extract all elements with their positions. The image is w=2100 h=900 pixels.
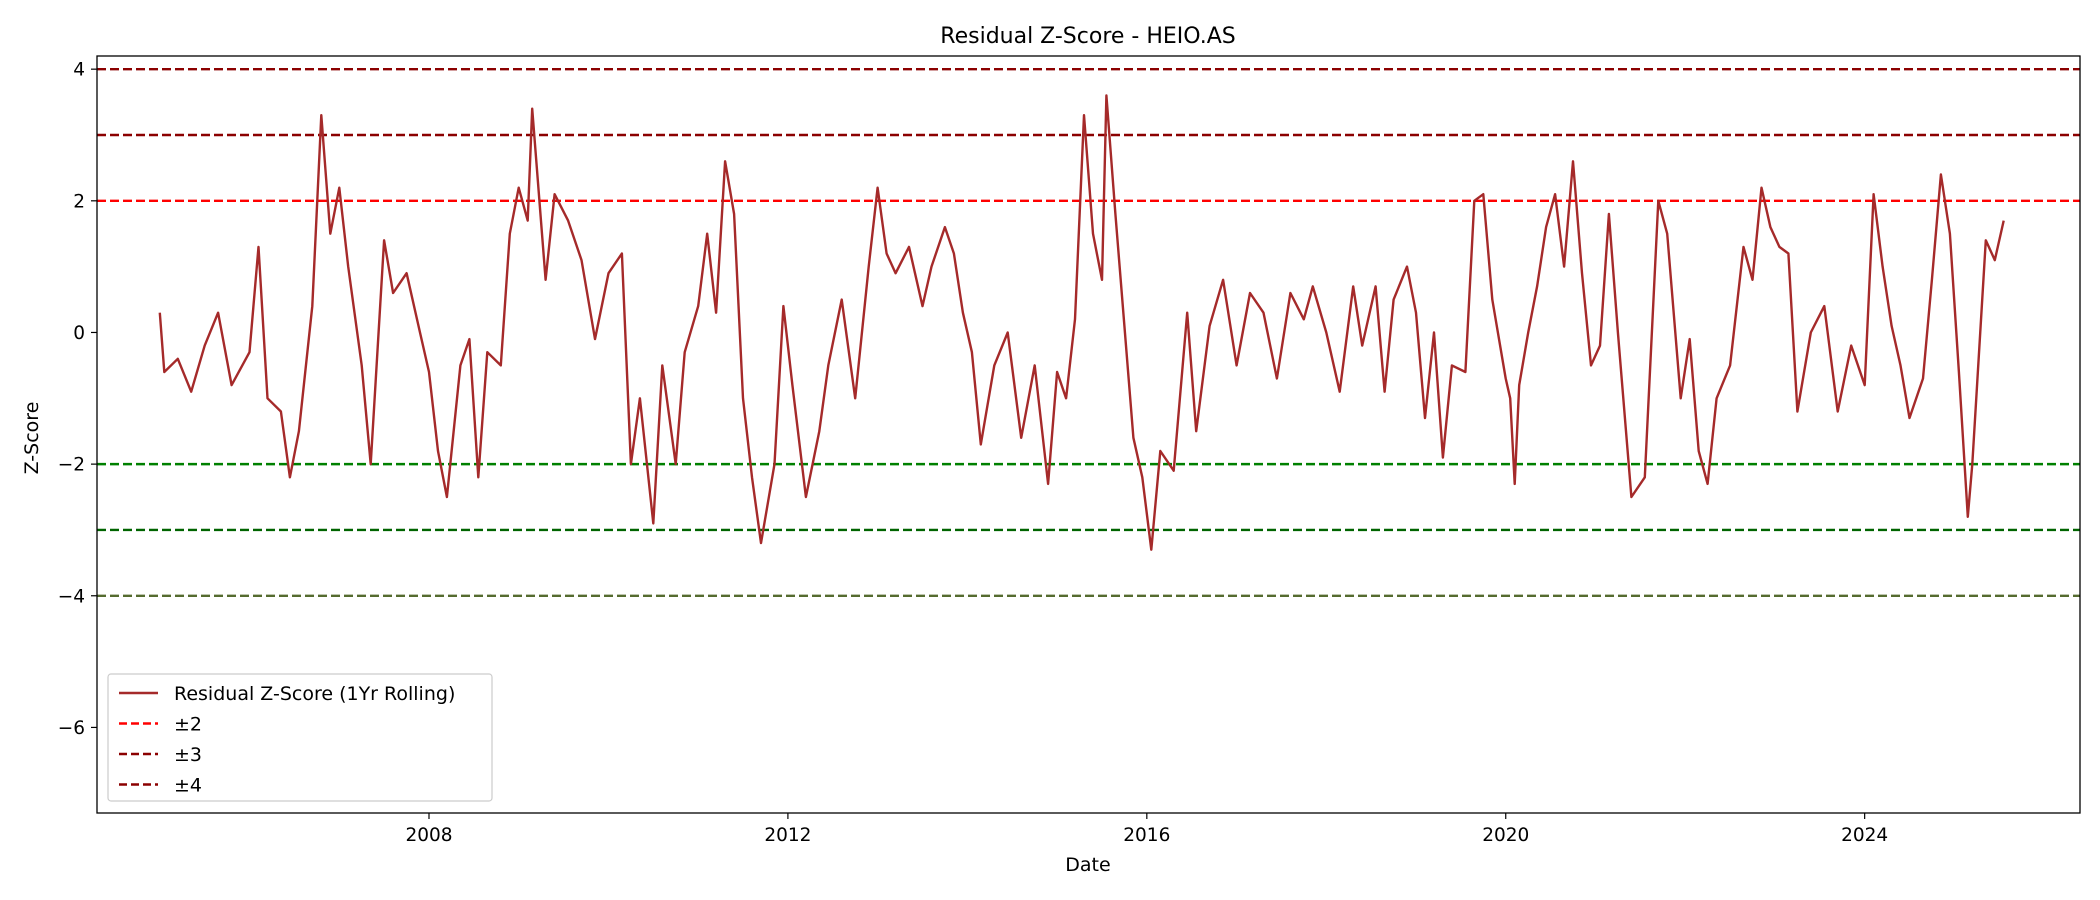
x-tick-label: 2016 (1123, 825, 1170, 846)
x-tick-label: 2020 (1482, 825, 1529, 846)
chart-title: Residual Z-Score - HEIO.AS (940, 24, 1235, 49)
series-group (158, 94, 2005, 551)
legend-label: ±2 (174, 714, 202, 736)
x-axis: 2008 2012 2016 2020 2024 (405, 813, 1888, 846)
x-axis-label: Date (1065, 854, 1110, 876)
series-line (158, 94, 2005, 551)
y-tick-label: 0 (73, 323, 85, 344)
y-tick-label: −4 (58, 586, 85, 607)
legend-label: ±4 (174, 775, 202, 797)
y-tick-label: 2 (73, 191, 85, 212)
y-tick-label: −2 (58, 455, 85, 476)
axes-frame (96, 55, 2081, 814)
y-tick-label: 4 (73, 60, 85, 81)
x-tick-label: 2012 (764, 825, 811, 846)
x-tick-label: 2008 (405, 825, 452, 846)
y-axis: 4 2 0 −2 −4 −6 (58, 60, 97, 739)
legend-label: Residual Z-Score (1Yr Rolling) (174, 683, 455, 705)
y-axis-label: Z-Score (21, 402, 43, 475)
x-tick-label: 2024 (1841, 825, 1888, 846)
y-tick-label: −6 (58, 718, 85, 739)
legend: Residual Z-Score (1Yr Rolling) ±2 ±3 ±4 (107, 673, 493, 802)
legend-box (107, 673, 493, 802)
threshold-lines (97, 67, 2080, 597)
legend-label: ±3 (174, 744, 202, 766)
